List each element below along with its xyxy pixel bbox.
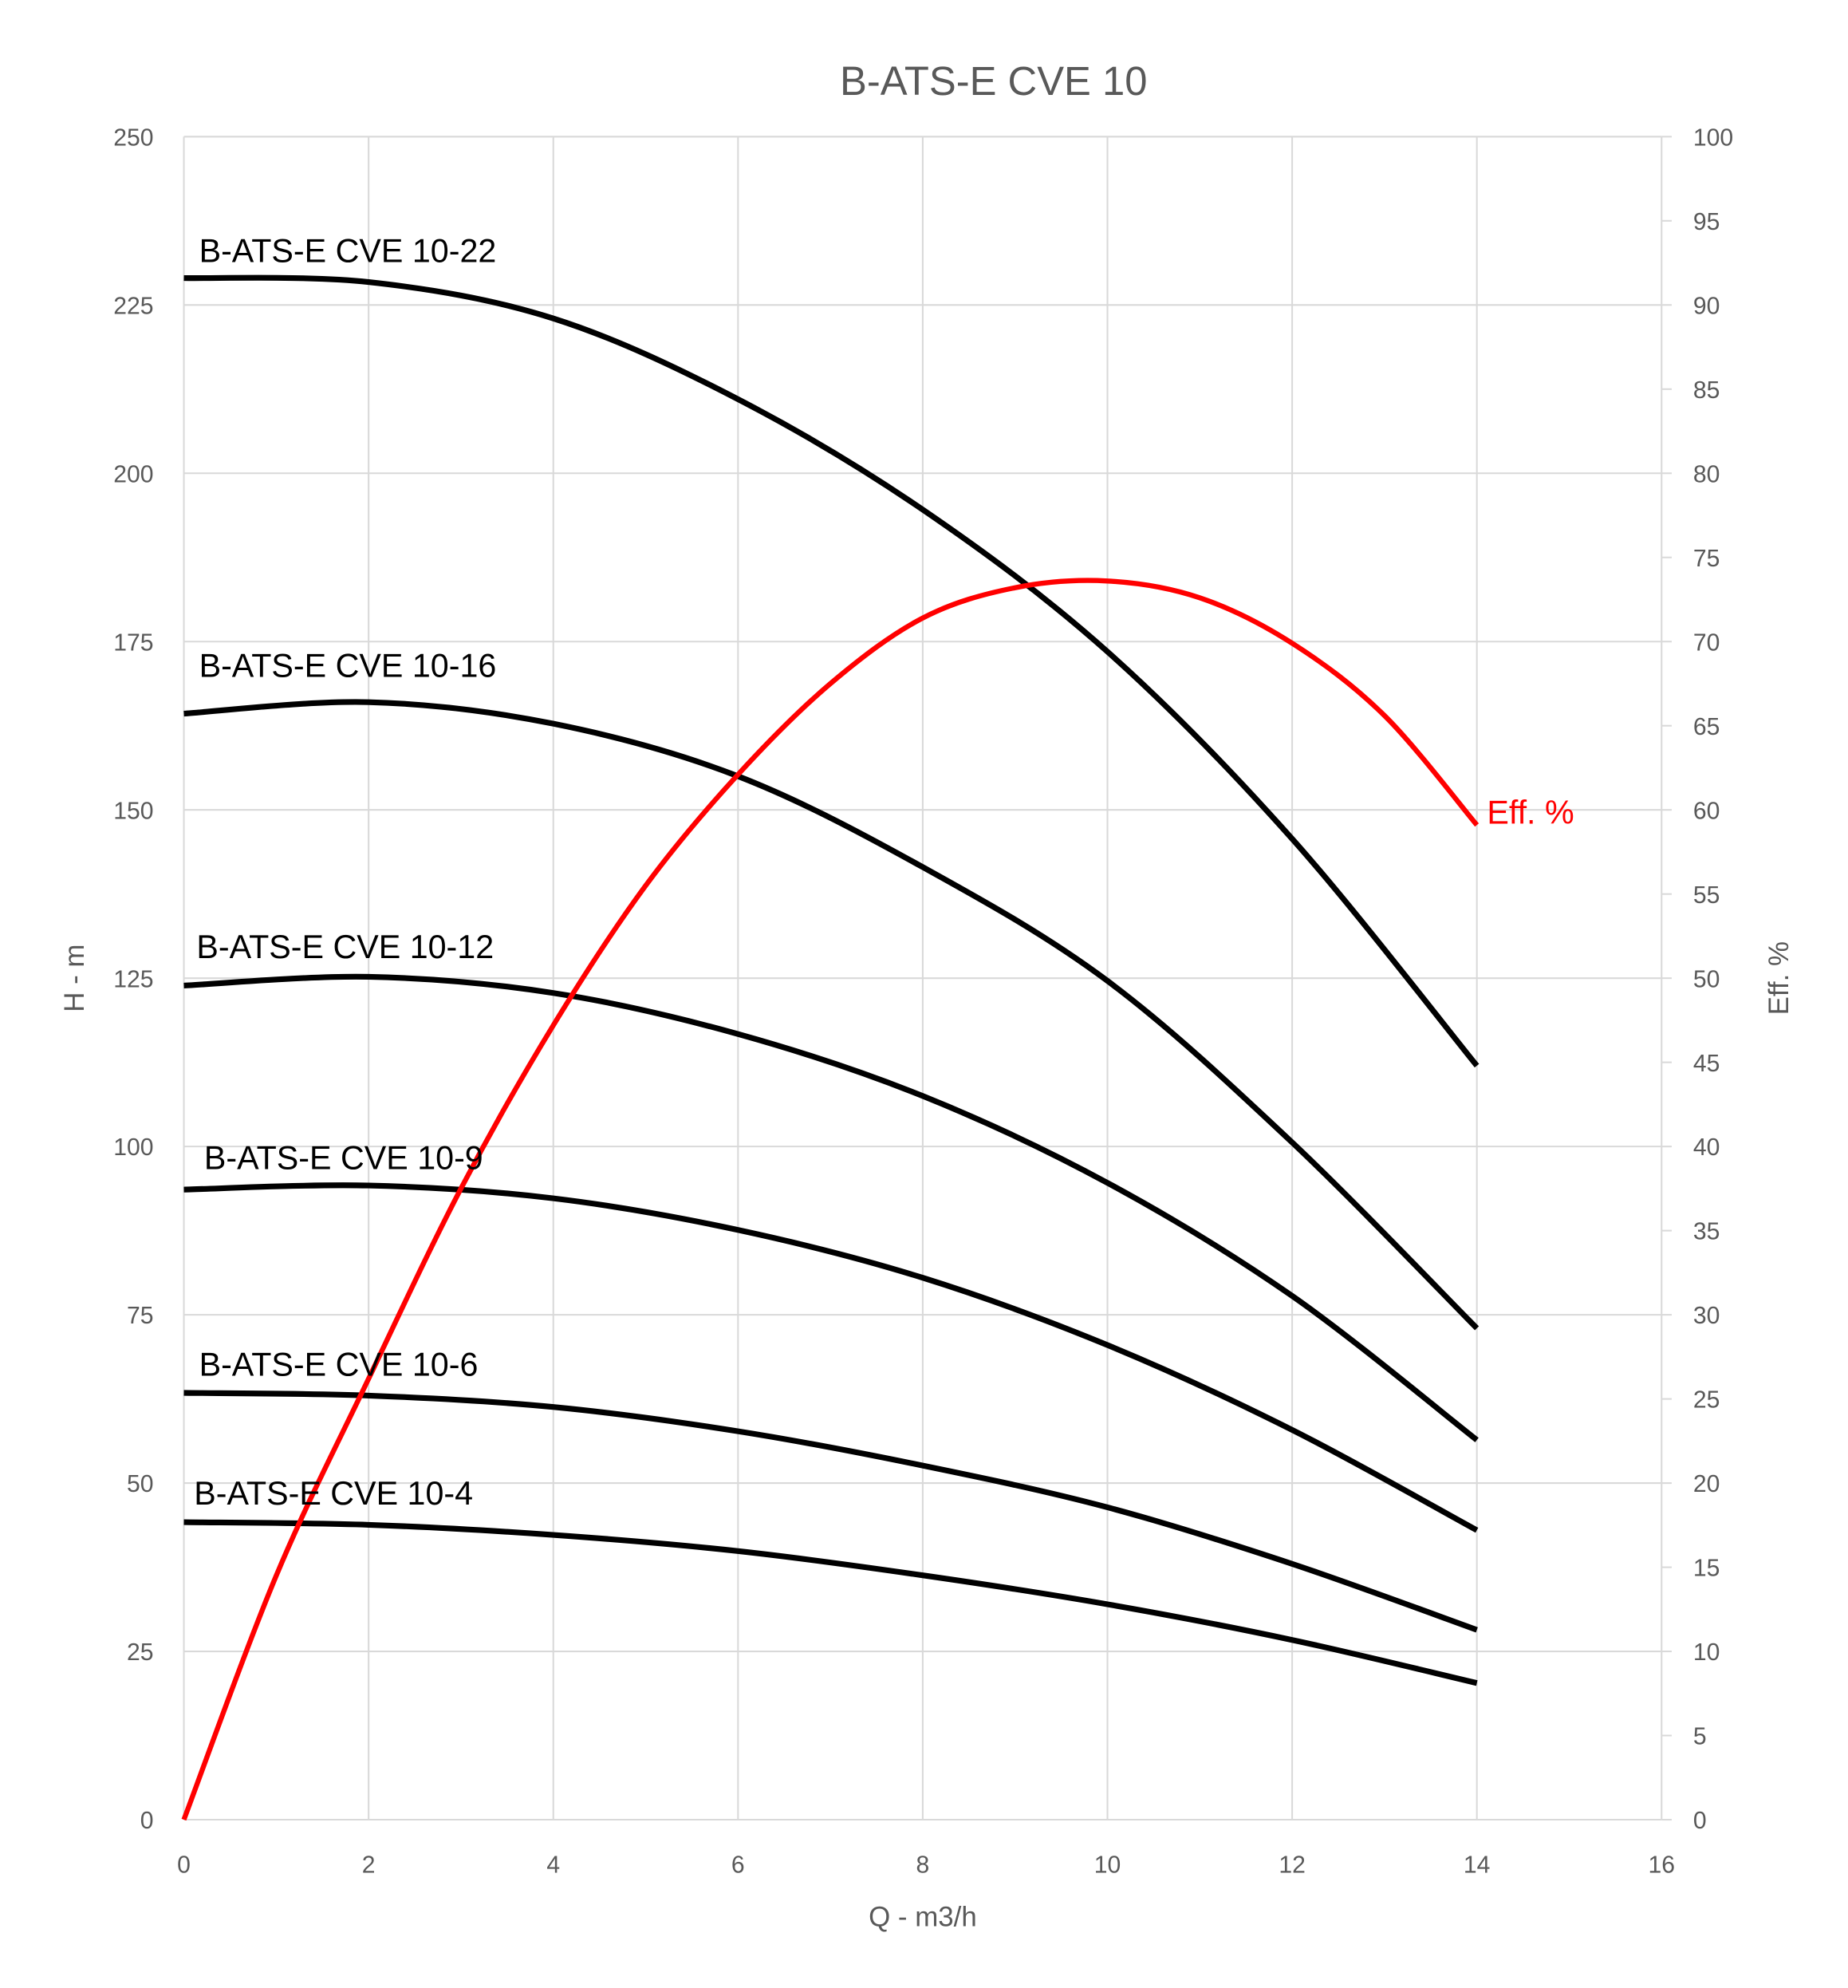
x-tick-label: 6 (731, 1852, 745, 1879)
curve-label: B-ATS-E CVE 10-4 (194, 1475, 473, 1512)
y-tick-label: 125 (113, 966, 153, 992)
curve-label: B-ATS-E CVE 10-22 (199, 232, 497, 269)
chart-title: B-ATS-E CVE 10 (840, 58, 1147, 104)
y-tick-label: 0 (140, 1808, 154, 1834)
efficiency-curve (181, 578, 1480, 1821)
x-tick-label: 0 (177, 1852, 191, 1879)
y-tick-label: 175 (113, 629, 153, 656)
y2-tick-label: 15 (1693, 1556, 1720, 1582)
y-tick-label: 150 (113, 798, 153, 824)
y2-tick-label: 55 (1693, 882, 1720, 909)
y2-tick-label: 45 (1693, 1051, 1720, 1077)
y2-tick-label: 50 (1693, 966, 1720, 992)
curves (181, 274, 1480, 1821)
y-tick-label: 225 (113, 293, 153, 319)
y2-tick-label: 10 (1693, 1639, 1720, 1666)
y2-tick-label: 70 (1693, 629, 1720, 656)
y2-tick-label: 85 (1693, 377, 1720, 404)
curve-label: B-ATS-E CVE 10-6 (199, 1346, 479, 1383)
y2-tick-label: 90 (1693, 293, 1720, 319)
y2-tick-label: 65 (1693, 714, 1720, 740)
x-tick-label: 12 (1279, 1852, 1306, 1879)
y2-tick-label: 75 (1693, 546, 1720, 572)
y2-tick-label: 80 (1693, 461, 1720, 487)
y-axis-title: H - m (59, 945, 90, 1012)
head-curve-10-16 (183, 699, 1480, 1331)
y2-tick-label: 100 (1693, 124, 1733, 151)
y2-tick-label: 95 (1693, 209, 1720, 235)
y-tick-label: 75 (127, 1303, 154, 1329)
y2-tick-label: 5 (1693, 1724, 1707, 1750)
efficiency-label: Eff. % (1487, 795, 1574, 831)
curve-label: B-ATS-E CVE 10-9 (204, 1140, 483, 1177)
y2-tick-label: 20 (1693, 1471, 1720, 1497)
x-tick-label: 14 (1464, 1852, 1491, 1879)
y-tick-label: 250 (113, 124, 153, 151)
head-curve-10-6 (183, 1390, 1478, 1633)
head-curve-10-4 (183, 1519, 1478, 1686)
x-tick-label: 16 (1649, 1852, 1676, 1879)
y2-tick-label: 0 (1693, 1808, 1707, 1834)
x-tick-label: 8 (916, 1852, 930, 1879)
head-curve-10-12 (183, 973, 1479, 1442)
y-tick-label: 50 (127, 1471, 154, 1497)
x-axis-title: Q - m3/h (869, 1901, 977, 1932)
y-tick-label: 25 (127, 1639, 154, 1666)
y2-axis-title: Eff. % (1763, 941, 1795, 1015)
y-tick-label: 100 (113, 1134, 153, 1161)
x-tick-label: 2 (362, 1852, 376, 1879)
y2-tick-label: 25 (1693, 1387, 1720, 1414)
x-tick-label: 10 (1094, 1852, 1121, 1879)
y2-tick-label: 30 (1693, 1303, 1720, 1329)
x-tick-label: 4 (546, 1852, 560, 1879)
curve-labels: B-ATS-E CVE 10-22 B-ATS-E CVE 10-16 B-ATS-… (194, 232, 1574, 1512)
curve-label: B-ATS-E CVE 10-16 (199, 648, 497, 684)
head-curve-10-22 (183, 274, 1480, 1068)
y2-tick-label: 40 (1693, 1134, 1720, 1161)
y2-tick-label: 60 (1693, 798, 1720, 824)
y-tick-label: 200 (113, 461, 153, 487)
head-curve-10-9 (183, 1182, 1479, 1533)
y2-tick-label: 35 (1693, 1219, 1720, 1245)
curve-label: B-ATS-E CVE 10-12 (196, 929, 494, 965)
